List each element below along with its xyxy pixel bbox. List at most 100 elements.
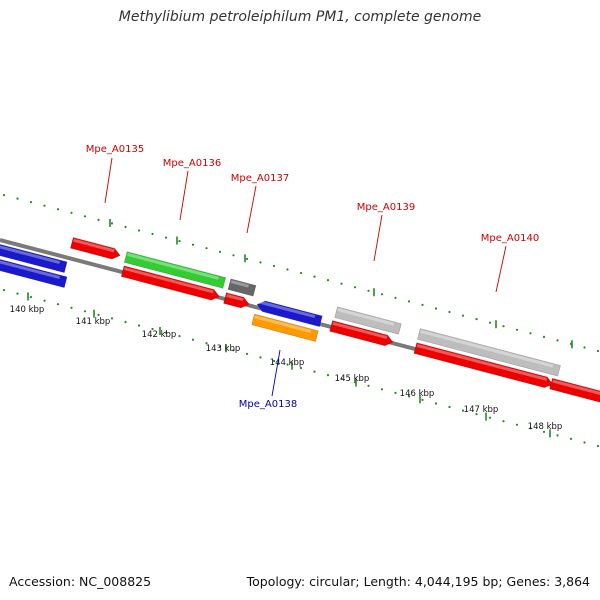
tick-dot [367, 289, 370, 292]
inner-tick-track [2, 289, 600, 448]
tick-dot [191, 243, 195, 246]
tick-dot [164, 331, 168, 334]
tick-dot [529, 332, 532, 335]
tick-dot [407, 395, 411, 398]
tick-dot [259, 356, 262, 359]
tick-dot [475, 413, 478, 416]
tick-dot [70, 211, 73, 214]
gene-mpe-a0136-bar-highlight [127, 252, 219, 280]
cds-blue-left-a-highlight [0, 242, 61, 265]
tick-dot [2, 289, 6, 292]
tick-dot [232, 254, 235, 257]
gene-mpe-a0140-bar-shape [417, 328, 561, 377]
tick-dot [556, 339, 559, 342]
tick-dot [542, 335, 546, 338]
gene-label-mpe-a0136: Mpe_A0136 [163, 158, 221, 169]
tick-dot [16, 197, 19, 200]
gene-mpe-a0137-bar-shape [227, 278, 257, 297]
gene-label-mpe-a0140: Mpe_A0140 [481, 233, 539, 244]
tick-dot [191, 338, 195, 341]
tick-dot [151, 327, 154, 331]
tick-dot [205, 247, 208, 250]
outer-tick-track [2, 194, 600, 353]
gene-label-mpe-a0139: Mpe_A0139 [357, 202, 415, 213]
tick-dot [124, 320, 127, 324]
tick-dot [583, 346, 586, 349]
tick-dot [110, 222, 114, 225]
tick-dot [488, 321, 492, 324]
cds-mpe-a0139-highlight [332, 321, 388, 339]
tick-dot [394, 391, 397, 394]
gene-mpe-a0140-bar [417, 328, 561, 377]
cds-mpe-a0135 [70, 237, 121, 260]
tick-dot [448, 310, 451, 314]
tick-dot [232, 349, 235, 352]
cds-mpe-a0136-shape [120, 265, 220, 301]
tick-dot [299, 271, 303, 275]
cds-blue-left-b-highlight [0, 257, 61, 280]
tick-dot [164, 236, 168, 239]
tick-dot [272, 264, 276, 268]
map-title: Methylibium petroleiphilum PM1, complete… [118, 9, 482, 25]
tick-dot [29, 296, 33, 299]
gene-label-mpe-a0135: Mpe_A0135 [86, 144, 144, 155]
label-leader-line [271, 349, 281, 397]
gene-mpe-a0139-bar-shape [334, 306, 402, 335]
tick-dot [380, 293, 384, 296]
cds-mpe-a0138 [256, 300, 323, 327]
cds-mpe-a0139-shape [329, 320, 394, 347]
cds-next-highlight [552, 379, 600, 396]
cds-blue-left-a [0, 242, 68, 273]
gene-mpe-a0139-bar-highlight [337, 308, 395, 326]
tick-dot [380, 388, 384, 391]
tick-dot [340, 377, 343, 380]
tick-dot [448, 405, 451, 409]
tick-dot [340, 282, 343, 285]
tick-dot [583, 441, 586, 444]
tick-dot [488, 416, 492, 419]
tick-dot [313, 370, 316, 373]
cds-mpe-a0139 [329, 320, 394, 347]
tick-dot [434, 307, 438, 310]
tick-dot [326, 374, 330, 377]
tick-dot [556, 434, 559, 437]
scale-label: 148 kbp [528, 422, 563, 432]
cds-mpe-a0137 [223, 292, 250, 309]
gene-mpe-a0140-bar-highlight [420, 329, 554, 368]
cds-mpe-a0140 [413, 342, 554, 388]
label-leader-line [373, 214, 383, 262]
label-leader-line [104, 157, 113, 204]
scale-label: 141 kbp [76, 317, 111, 327]
tick-dot [2, 194, 6, 197]
tick-dot [353, 286, 357, 289]
tick-dot [475, 318, 478, 321]
tick-dot [43, 204, 46, 207]
tick-dot [97, 313, 100, 316]
gene-mpe-a0138-bar [251, 313, 319, 342]
scale-label: 140 kbp [10, 305, 45, 315]
tick-dot [569, 437, 573, 440]
cds-mpe-a0138-shape [256, 300, 323, 327]
tick-dot [421, 303, 424, 306]
tick-dot [515, 423, 519, 426]
tick-dot [542, 430, 546, 433]
gene-mpe-a0139-bar [334, 306, 402, 335]
gene-label-mpe-a0138: Mpe_A0138 [239, 399, 297, 410]
gene-label-mpe-a0137: Mpe_A0137 [231, 173, 289, 184]
tick-dot [313, 275, 316, 278]
tick-dot [515, 328, 519, 331]
tick-dot [110, 317, 114, 320]
cds-mpe-a0140-shape [413, 342, 554, 388]
tick-dot [434, 402, 438, 405]
scale-labels: 140 kbp 141 kbp 142 kbp 143 kbp 144 kbp 145 k… [10, 305, 563, 432]
tick-dot [218, 345, 222, 348]
tick-dot [245, 257, 249, 260]
tick-dot [56, 208, 60, 211]
cds-mpe-a0135-highlight [73, 238, 115, 253]
tick-dot [461, 409, 465, 412]
tick-dot [151, 232, 154, 236]
label-leader-line [246, 185, 257, 234]
cds-mpe-a0137-highlight [226, 293, 244, 302]
cds-next-shape [549, 377, 600, 403]
tick-dot [286, 268, 289, 271]
